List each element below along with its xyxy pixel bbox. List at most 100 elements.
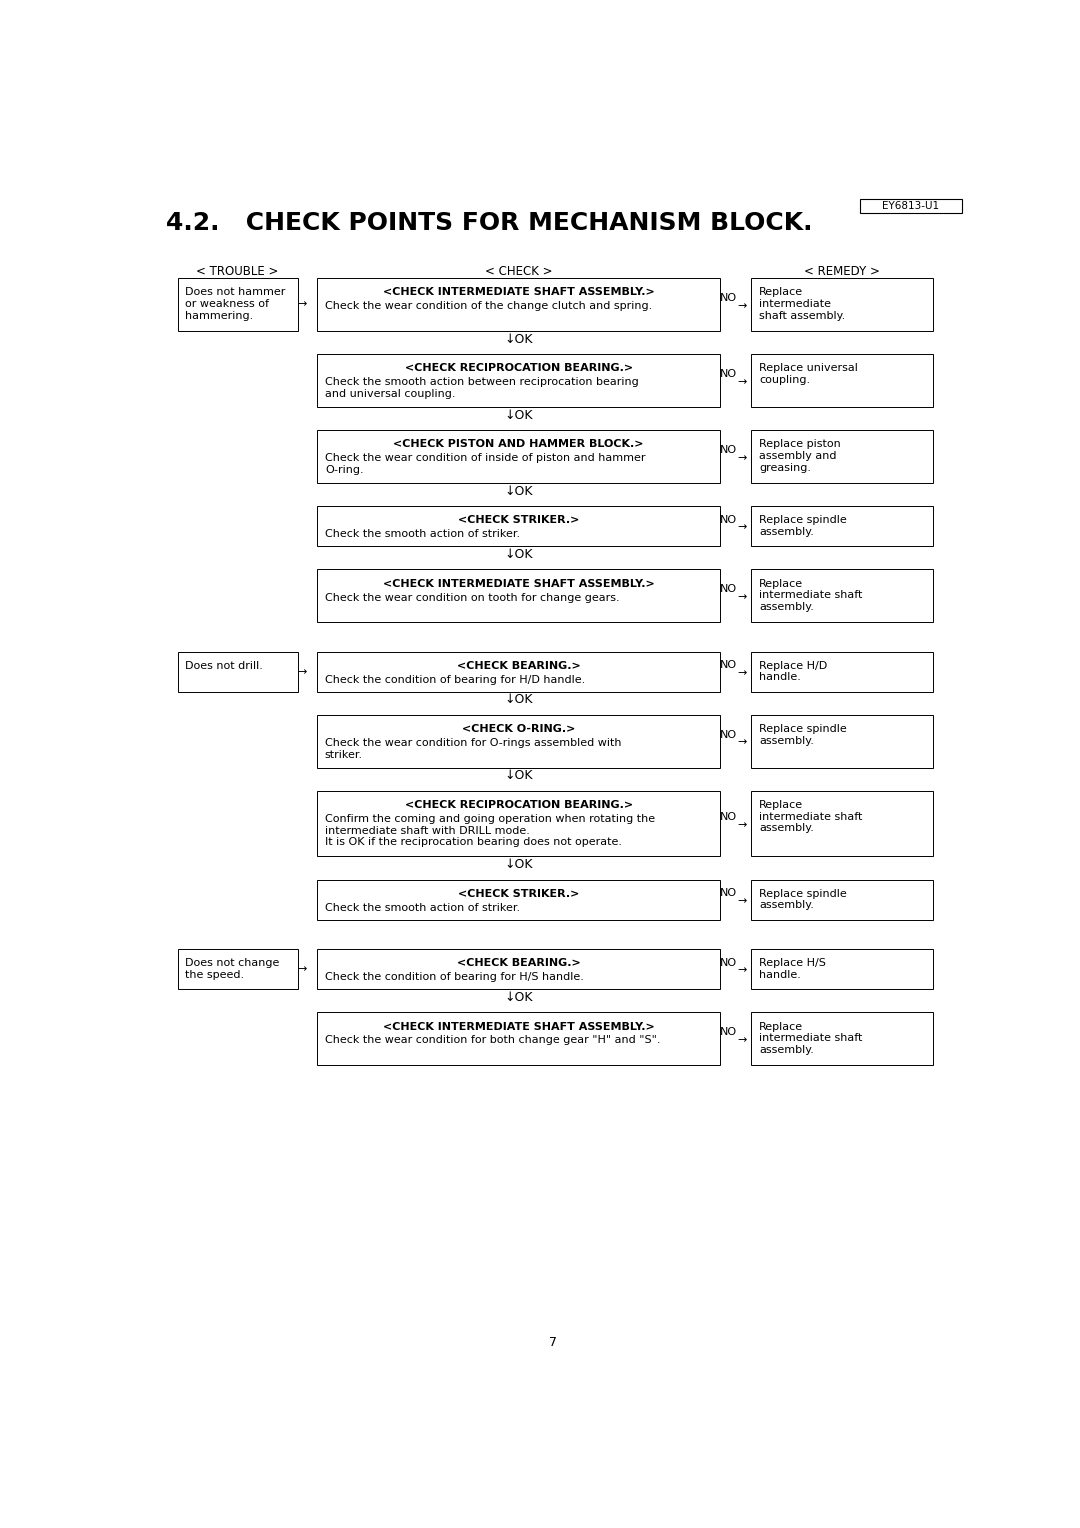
Text: Check the wear condition for both change gear "H" and "S".: Check the wear condition for both change… xyxy=(325,1036,660,1045)
Text: →: → xyxy=(738,738,746,747)
Text: →: → xyxy=(738,591,746,602)
Bar xyxy=(751,880,933,920)
Text: Check the smooth action of striker.: Check the smooth action of striker. xyxy=(325,903,519,912)
Bar xyxy=(177,949,298,989)
Text: ↓OK: ↓OK xyxy=(504,859,532,871)
Text: <CHECK BEARING.>: <CHECK BEARING.> xyxy=(457,660,581,671)
Text: →: → xyxy=(738,301,746,310)
Text: NO: NO xyxy=(720,445,738,455)
Text: Check the condition of bearing for H/S handle.: Check the condition of bearing for H/S h… xyxy=(325,972,584,983)
Text: NO: NO xyxy=(720,515,738,524)
Bar xyxy=(318,792,720,856)
Text: Does not hammer
or weakness of
hammering.: Does not hammer or weakness of hammering… xyxy=(186,287,286,321)
Bar xyxy=(177,278,298,332)
Text: NO: NO xyxy=(720,888,738,898)
Text: Check the wear condition on tooth for change gears.: Check the wear condition on tooth for ch… xyxy=(325,593,620,602)
Text: →: → xyxy=(738,1034,746,1045)
Text: ↓OK: ↓OK xyxy=(504,549,532,561)
Text: NO: NO xyxy=(720,660,738,671)
Bar xyxy=(751,1012,933,1065)
Text: Replace spindle
assembly.: Replace spindle assembly. xyxy=(759,724,847,746)
Text: →: → xyxy=(738,668,746,678)
Bar xyxy=(318,570,720,622)
Text: Check the wear condition of inside of piston and hammer
O-ring.: Check the wear condition of inside of pi… xyxy=(325,454,646,475)
Text: Does not drill.: Does not drill. xyxy=(186,660,264,671)
Text: →: → xyxy=(738,895,746,906)
Text: ↓OK: ↓OK xyxy=(504,333,532,345)
Text: →: → xyxy=(738,966,746,975)
Text: < CHECK >: < CHECK > xyxy=(485,264,552,278)
Text: 4.2.   CHECK POINTS FOR MECHANISM BLOCK.: 4.2. CHECK POINTS FOR MECHANISM BLOCK. xyxy=(166,211,812,235)
Text: Replace
intermediate
shaft assembly.: Replace intermediate shaft assembly. xyxy=(759,287,846,321)
Text: ↓OK: ↓OK xyxy=(504,769,532,782)
Text: <CHECK STRIKER.>: <CHECK STRIKER.> xyxy=(458,515,579,526)
Text: < TROUBLE >: < TROUBLE > xyxy=(197,264,279,278)
Text: ↓OK: ↓OK xyxy=(504,484,532,498)
Text: EY6813-U1: EY6813-U1 xyxy=(882,202,940,211)
Bar xyxy=(860,199,962,214)
Text: Check the smooth action of striker.: Check the smooth action of striker. xyxy=(325,529,519,539)
Text: Replace spindle
assembly.: Replace spindle assembly. xyxy=(759,889,847,911)
Text: < REMEDY >: < REMEDY > xyxy=(805,264,880,278)
Text: Replace H/S
handle.: Replace H/S handle. xyxy=(759,958,826,979)
Text: <CHECK INTERMEDIATE SHAFT ASSEMBLY.>: <CHECK INTERMEDIATE SHAFT ASSEMBLY.> xyxy=(382,579,654,588)
Text: Replace
intermediate shaft
assembly.: Replace intermediate shaft assembly. xyxy=(759,801,862,833)
Text: NO: NO xyxy=(720,1027,738,1038)
Text: Replace piston
assembly and
greasing.: Replace piston assembly and greasing. xyxy=(759,440,840,472)
Bar xyxy=(751,354,933,406)
Text: →: → xyxy=(298,964,307,973)
Text: Check the wear condition for O-rings assembled with
striker.: Check the wear condition for O-rings ass… xyxy=(325,738,621,759)
Bar xyxy=(318,506,720,547)
Text: <CHECK STRIKER.>: <CHECK STRIKER.> xyxy=(458,889,579,898)
Bar xyxy=(751,651,933,692)
Bar xyxy=(318,949,720,989)
Text: NO: NO xyxy=(720,584,738,594)
Text: <CHECK INTERMEDIATE SHAFT ASSEMBLY.>: <CHECK INTERMEDIATE SHAFT ASSEMBLY.> xyxy=(382,1022,654,1031)
Text: NO: NO xyxy=(720,730,738,740)
Bar xyxy=(751,570,933,622)
Text: Does not change
the speed.: Does not change the speed. xyxy=(186,958,280,979)
Text: →: → xyxy=(298,299,307,310)
Text: Confirm the coming and going operation when rotating the
intermediate shaft with: Confirm the coming and going operation w… xyxy=(325,814,654,847)
Text: ↓OK: ↓OK xyxy=(504,990,532,1004)
Bar xyxy=(318,651,720,692)
Bar xyxy=(751,715,933,767)
Text: →: → xyxy=(298,666,307,677)
Text: →: → xyxy=(738,821,746,830)
Bar xyxy=(751,278,933,332)
Text: Replace spindle
assembly.: Replace spindle assembly. xyxy=(759,515,847,536)
Text: →: → xyxy=(738,452,746,463)
Text: Replace H/D
handle.: Replace H/D handle. xyxy=(759,660,827,683)
Bar xyxy=(318,715,720,767)
Text: <CHECK O-RING.>: <CHECK O-RING.> xyxy=(462,724,576,733)
Text: NO: NO xyxy=(720,958,738,967)
Bar xyxy=(318,880,720,920)
Bar xyxy=(751,506,933,547)
Bar xyxy=(751,429,933,483)
Text: Check the smooth action between reciprocation bearing
and universal coupling.: Check the smooth action between reciproc… xyxy=(325,377,638,399)
Text: Check the wear condition of the change clutch and spring.: Check the wear condition of the change c… xyxy=(325,301,652,312)
Bar xyxy=(177,651,298,692)
Text: <CHECK RECIPROCATION BEARING.>: <CHECK RECIPROCATION BEARING.> xyxy=(405,801,633,810)
Text: <CHECK PISTON AND HAMMER BLOCK.>: <CHECK PISTON AND HAMMER BLOCK.> xyxy=(393,440,644,449)
Text: ↓OK: ↓OK xyxy=(504,694,532,706)
Bar xyxy=(318,429,720,483)
Bar xyxy=(318,1012,720,1065)
Text: →: → xyxy=(738,523,746,532)
Bar xyxy=(751,949,933,989)
Text: <CHECK BEARING.>: <CHECK BEARING.> xyxy=(457,958,581,969)
Text: <CHECK RECIPROCATION BEARING.>: <CHECK RECIPROCATION BEARING.> xyxy=(405,364,633,373)
Text: NO: NO xyxy=(720,370,738,379)
Text: Replace universal
coupling.: Replace universal coupling. xyxy=(759,364,858,385)
Text: →: → xyxy=(738,377,746,387)
Bar xyxy=(318,354,720,406)
Text: NO: NO xyxy=(720,293,738,303)
Text: 7: 7 xyxy=(550,1337,557,1349)
Text: Replace
intermediate shaft
assembly.: Replace intermediate shaft assembly. xyxy=(759,579,862,611)
Text: ↓OK: ↓OK xyxy=(504,408,532,422)
Text: Replace
intermediate shaft
assembly.: Replace intermediate shaft assembly. xyxy=(759,1022,862,1054)
Bar xyxy=(751,792,933,856)
Text: Check the condition of bearing for H/D handle.: Check the condition of bearing for H/D h… xyxy=(325,675,585,685)
Text: <CHECK INTERMEDIATE SHAFT ASSEMBLY.>: <CHECK INTERMEDIATE SHAFT ASSEMBLY.> xyxy=(382,287,654,298)
Bar xyxy=(318,278,720,332)
